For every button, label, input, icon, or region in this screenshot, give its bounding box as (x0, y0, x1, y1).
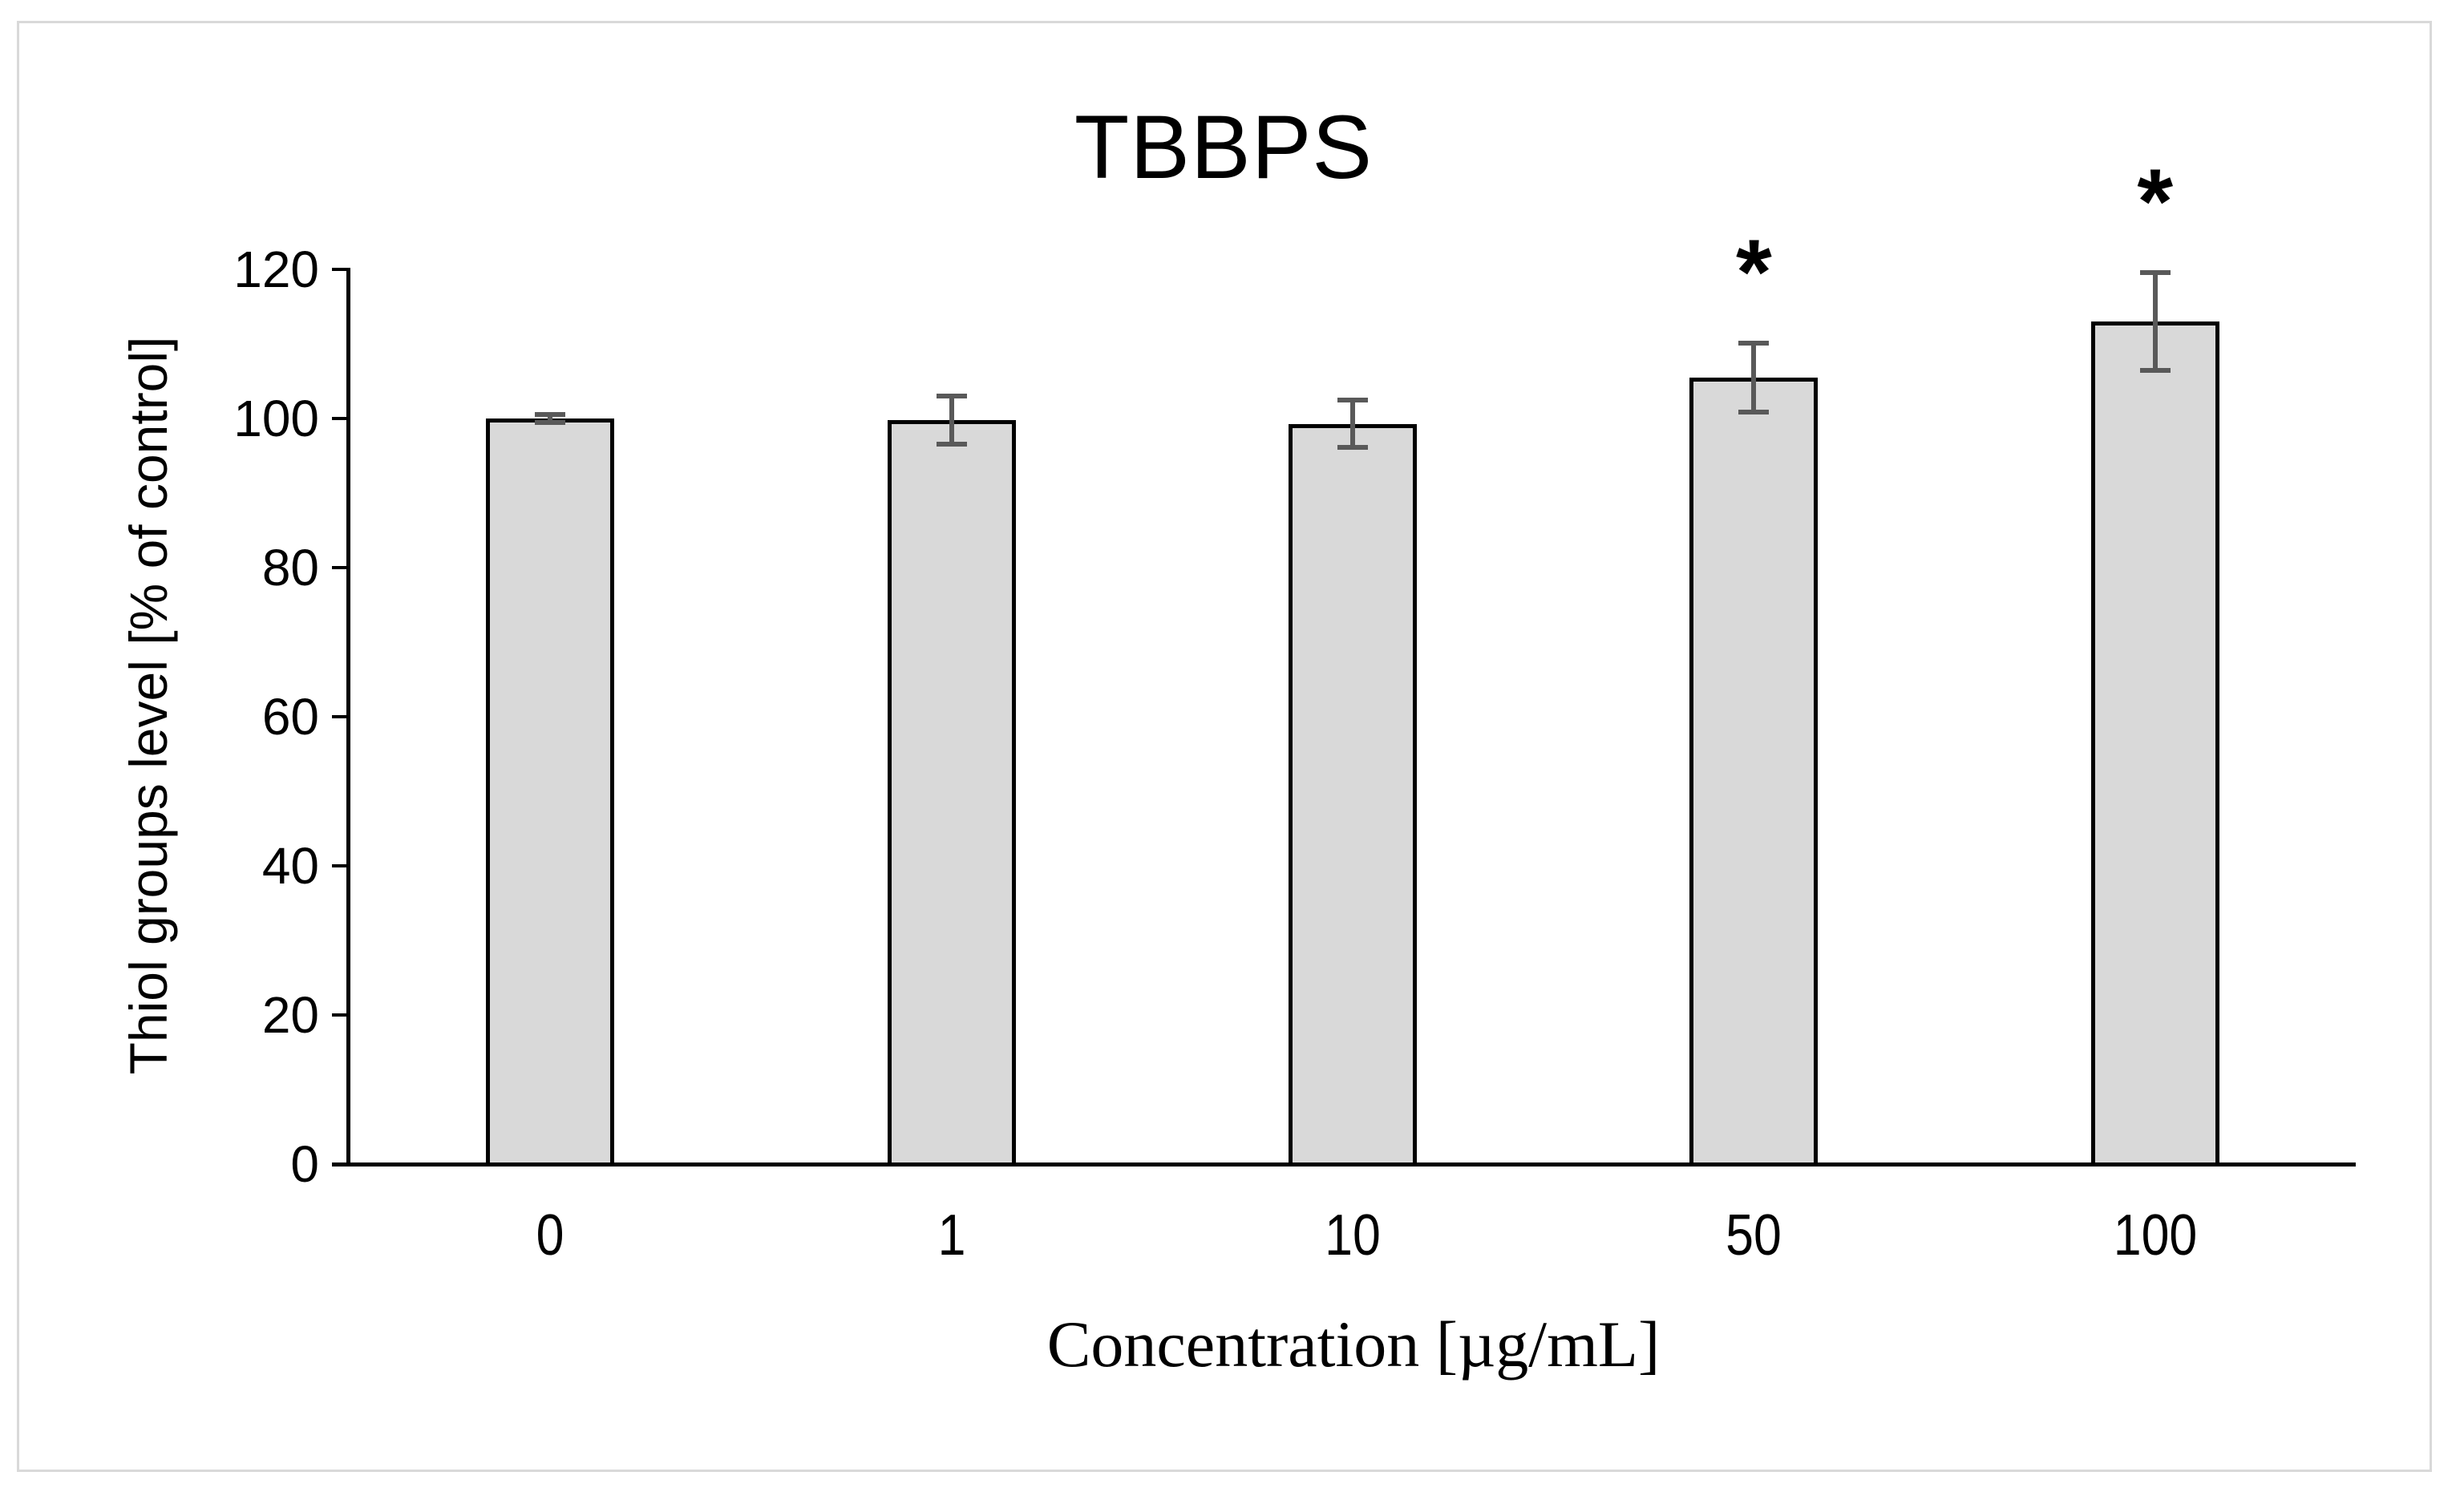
y-tick-label: 100 (233, 390, 319, 447)
error-bar-cap-bottom (535, 419, 566, 425)
y-tick-mark (332, 268, 350, 271)
significance-asterisk: * (1736, 221, 1772, 325)
error-bar-cap-top (936, 394, 967, 399)
y-tick-label: 20 (261, 986, 319, 1044)
error-bar-cap-bottom (2139, 368, 2171, 374)
bar (1289, 423, 1417, 1167)
x-tick-label: 1 (937, 1203, 966, 1268)
x-axis-title: Concentration [µg/mL] (1046, 1308, 1661, 1381)
significance-asterisk: * (2137, 150, 2174, 253)
error-bar-cap-bottom (1738, 409, 1770, 414)
error-bar-line (2152, 272, 2158, 371)
error-bar-cap-top (535, 412, 566, 418)
bar (1689, 377, 1819, 1167)
bar (486, 418, 615, 1167)
error-bar-cap-top (1337, 397, 1368, 402)
bar (2090, 321, 2219, 1167)
error-bar-cap-top (1738, 341, 1770, 346)
x-tick-label: 0 (536, 1203, 564, 1268)
y-tick-mark (332, 1162, 350, 1166)
y-tick-mark (332, 417, 350, 420)
y-tick-label: 120 (233, 241, 319, 298)
error-bar-line (949, 396, 954, 444)
y-tick-label: 80 (261, 539, 319, 596)
y-tick-mark (332, 566, 350, 569)
error-bar-cap-top (2139, 269, 2171, 275)
error-bar-cap-bottom (936, 441, 967, 447)
error-bar-line (1751, 343, 1757, 412)
x-tick-label: 10 (1325, 1203, 1381, 1268)
x-tick-label: 50 (1726, 1203, 1782, 1268)
y-tick-label: 40 (261, 837, 319, 895)
error-bar-line (1350, 399, 1355, 448)
y-tick-label: 0 (290, 1135, 319, 1193)
x-tick-label: 100 (2113, 1203, 2198, 1268)
y-tick-mark (332, 864, 350, 867)
figure-border (17, 21, 2432, 1472)
y-tick-label: 60 (261, 688, 319, 746)
bar (887, 419, 1016, 1167)
y-tick-mark (332, 1013, 350, 1017)
chart-title: TBBPS (1074, 97, 1374, 197)
y-tick-mark (332, 715, 350, 718)
error-bar-line (548, 414, 553, 423)
error-bar-cap-bottom (1337, 445, 1368, 451)
